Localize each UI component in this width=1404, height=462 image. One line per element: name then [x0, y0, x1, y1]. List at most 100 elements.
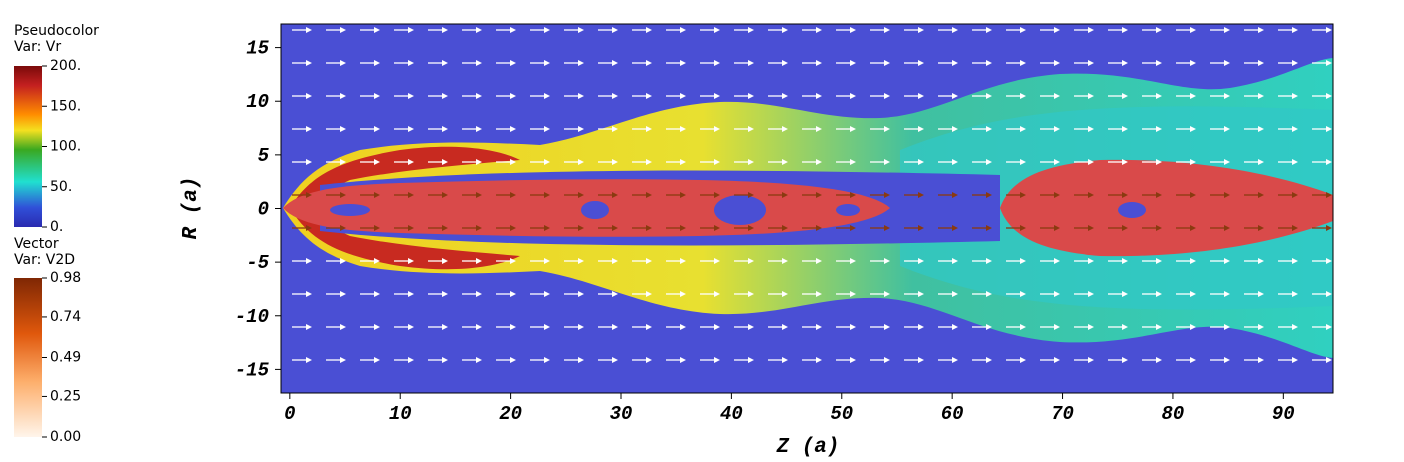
vector-arrow-head [646, 126, 652, 132]
vector-arrow-head [952, 357, 958, 363]
vector-arrow-head [476, 93, 482, 99]
x-tick-label: 10 [389, 403, 412, 425]
vector-arrow-head [1292, 291, 1298, 297]
vector-arrow-head [782, 60, 788, 66]
field [281, 24, 1333, 393]
vector-arrow-head [1190, 93, 1196, 99]
vector-arrow-head [714, 27, 720, 33]
vector-arrow-head [816, 93, 822, 99]
vector-arrow-head [408, 93, 414, 99]
vector-arrow-head [442, 27, 448, 33]
vector-arrow-head [1088, 126, 1094, 132]
vector-arrow-head [442, 93, 448, 99]
vector-arrow-head [1326, 357, 1332, 363]
vector-arrow-head [1258, 126, 1264, 132]
vector-arrow-head [1190, 192, 1196, 198]
vector-arrow-head [884, 93, 890, 99]
vector-arrow-head [306, 324, 312, 330]
vector-arrow-head [748, 291, 754, 297]
vector-arrow-head [680, 60, 686, 66]
vector-arrow-head [374, 192, 380, 198]
vector-arrow-head [306, 291, 312, 297]
vector-arrow-head [918, 159, 924, 165]
vector-arrow-head [612, 126, 618, 132]
vector-arrow-head [918, 225, 924, 231]
vector-arrow-head [1156, 192, 1162, 198]
vector-arrow-head [1156, 27, 1162, 33]
vector-arrow-head [544, 159, 550, 165]
colorbar-label: 0.49 [50, 350, 81, 366]
colorbar-label: 0. [50, 219, 63, 235]
vector-arrow-head [748, 159, 754, 165]
vector-arrow-head [884, 126, 890, 132]
vector-arrow-head [782, 159, 788, 165]
vector-arrow-head [1122, 60, 1128, 66]
vector-arrow-head [1292, 225, 1298, 231]
vector-arrow-head [714, 225, 720, 231]
vector-arrow-head [510, 93, 516, 99]
x-tick-label: 20 [499, 403, 522, 425]
vector-arrow-head [646, 93, 652, 99]
y-tick-label: 5 [258, 145, 270, 167]
colorbar-label: 0.98 [50, 270, 81, 286]
vector-arrow-head [612, 258, 618, 264]
vector-arrow-head [986, 159, 992, 165]
vector-arrow-head [1054, 93, 1060, 99]
vector-arrow-head [1020, 357, 1026, 363]
vector-arrow-head [612, 192, 618, 198]
vector-arrow-head [884, 324, 890, 330]
vector-arrow-head [408, 225, 414, 231]
vector-arrow-head [1156, 324, 1162, 330]
vector-arrow-head [986, 192, 992, 198]
vector-arrow-head [1258, 27, 1264, 33]
colorbar [14, 278, 42, 437]
core-void [836, 204, 860, 216]
vector-arrow-head [442, 324, 448, 330]
vector-arrow-head [476, 357, 482, 363]
vector-arrow-head [952, 258, 958, 264]
vector-arrow-head [986, 93, 992, 99]
vector-arrow-head [816, 159, 822, 165]
vector-arrow-head [1122, 93, 1128, 99]
vector-arrow-head [1292, 192, 1298, 198]
core-void [330, 204, 370, 216]
vector-arrow-head [986, 225, 992, 231]
vector-arrow-head [646, 291, 652, 297]
vector-arrow-head [782, 225, 788, 231]
vector-arrow-head [1292, 60, 1298, 66]
vector-arrow-head [850, 225, 856, 231]
vector-arrow-head [1088, 324, 1094, 330]
vector-arrow-head [748, 324, 754, 330]
vector-arrow-head [544, 93, 550, 99]
vector-arrow-head [1292, 357, 1298, 363]
vector-arrow-head [476, 192, 482, 198]
legend-var: Var: V2D [14, 252, 75, 268]
vector-arrow-head [408, 258, 414, 264]
vector-arrow-head [884, 60, 890, 66]
vector-arrow-head [1020, 324, 1026, 330]
vector-arrow-head [952, 159, 958, 165]
legend-title: Vector [14, 236, 59, 252]
legend-var: Var: Vr [14, 39, 61, 55]
vector-arrow-head [884, 357, 890, 363]
vector-arrow-head [408, 27, 414, 33]
x-tick-label: 40 [720, 403, 743, 425]
y-tick-label: 15 [246, 38, 269, 60]
vector-arrow-head [306, 60, 312, 66]
x-tick-label: 0 [284, 403, 295, 425]
vector-arrow-head [612, 357, 618, 363]
vector-arrow-head [714, 357, 720, 363]
vector-arrow-head [986, 324, 992, 330]
vector-arrow-head [850, 60, 856, 66]
vector-arrow-head [612, 60, 618, 66]
vector-arrow-head [1054, 126, 1060, 132]
vector-arrow-head [374, 60, 380, 66]
vector-arrow-head [306, 159, 312, 165]
vector-arrow-head [1224, 192, 1230, 198]
legend-title: Pseudocolor [14, 23, 99, 39]
vector-arrow-head [1122, 258, 1128, 264]
vector-arrow-head [510, 159, 516, 165]
vector-arrow-head [1224, 27, 1230, 33]
vector-arrow-head [1326, 93, 1332, 99]
vector-arrow-head [612, 93, 618, 99]
